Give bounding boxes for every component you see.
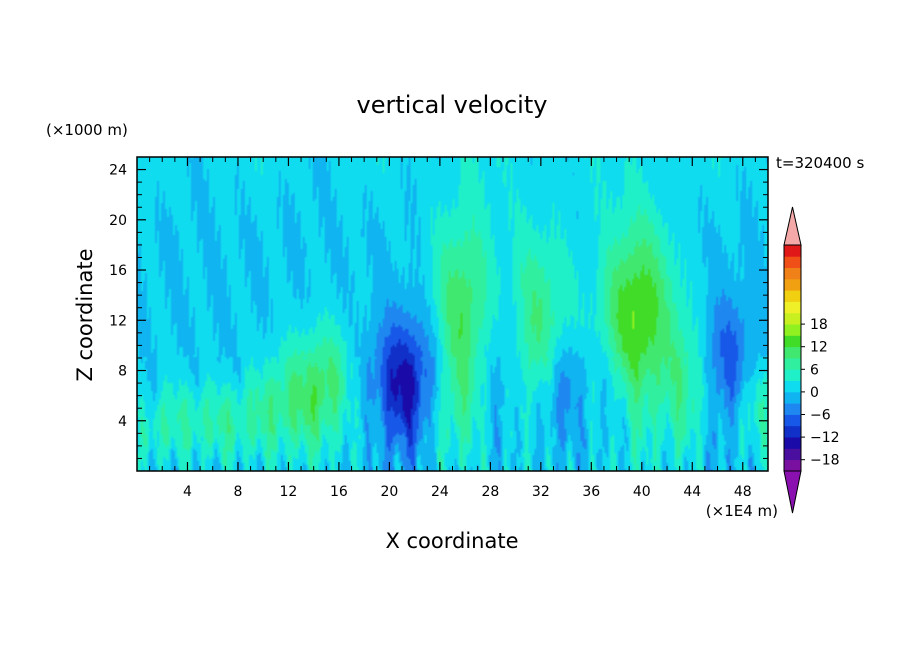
colorbar-over-arrow xyxy=(783,206,802,246)
colorbar-level xyxy=(784,403,801,415)
x-tick-label: 16 xyxy=(330,484,348,500)
colorbar-label: −12 xyxy=(810,430,840,446)
x-tick-label: 32 xyxy=(532,484,550,500)
colorbar-level xyxy=(784,380,801,393)
x-axis-label: X coordinate xyxy=(385,529,518,553)
x-tick-label: 44 xyxy=(683,484,701,500)
colorbar-level xyxy=(784,358,801,370)
colorbar-label: 0 xyxy=(810,385,819,401)
colorbar-level xyxy=(784,324,801,336)
time-label: t=320400 s xyxy=(776,154,864,172)
x-tick-label: 48 xyxy=(734,484,752,500)
colorbar-level xyxy=(784,414,801,427)
colorbar-level xyxy=(784,369,801,381)
y-tick-label: 8 xyxy=(118,364,127,380)
x-tick-label: 40 xyxy=(633,484,651,500)
velocity-field-image xyxy=(137,157,768,471)
colorbar-level xyxy=(784,290,801,302)
x-tick-label: 12 xyxy=(280,484,298,500)
colorbar-level xyxy=(784,335,801,348)
y-tick-label: 20 xyxy=(109,213,127,229)
x-tick-label: 8 xyxy=(233,484,242,500)
x-tick-label: 36 xyxy=(582,484,600,500)
y-tick-label: 16 xyxy=(109,263,127,279)
x-tick-label: 24 xyxy=(431,484,449,500)
y-tick-label: 4 xyxy=(118,414,127,430)
colorbar-level xyxy=(784,346,801,359)
x-tick-label: 28 xyxy=(481,484,499,500)
colorbar-under-arrow xyxy=(783,470,802,514)
colorbar-level xyxy=(784,448,801,461)
y-unit-label: (×1000 m) xyxy=(46,121,128,139)
x-tick-label: 4 xyxy=(183,484,192,500)
colorbar-label: 18 xyxy=(810,317,828,333)
colorbar-level xyxy=(784,437,801,449)
velocity-field xyxy=(137,157,768,471)
chart-title: vertical velocity xyxy=(357,91,548,119)
y-axis-ticks: 4 8 12 16 20 24 xyxy=(109,163,768,459)
colorbar-frame xyxy=(783,244,802,472)
y-tick-label: 12 xyxy=(109,313,127,329)
colorbar-level xyxy=(784,425,801,438)
x-unit-label: (×1E4 m) xyxy=(706,502,778,520)
colorbar: 18 12 6 0 −6 −12 −18 xyxy=(783,206,840,514)
colorbar-label: 12 xyxy=(810,340,828,356)
colorbar-level xyxy=(784,459,801,472)
colorbar-label: −6 xyxy=(810,408,831,424)
colorbar-level xyxy=(784,267,801,280)
colorbar-level xyxy=(784,256,801,268)
y-axis-label: Z coordinate xyxy=(73,248,97,381)
colorbar-level xyxy=(784,301,801,314)
colorbar-level xyxy=(784,278,801,291)
colorbar-label: −18 xyxy=(810,453,840,469)
y-tick-label: 24 xyxy=(109,163,127,179)
colorbar-level xyxy=(784,312,801,325)
x-tick-label: 20 xyxy=(380,484,398,500)
colorbar-level xyxy=(784,245,801,257)
x-axis-ticks: 4 8 12 16 20 24 28 32 36 40 44 48 xyxy=(149,157,756,500)
colorbar-label: 6 xyxy=(810,362,819,378)
colorbar-level xyxy=(784,391,801,404)
